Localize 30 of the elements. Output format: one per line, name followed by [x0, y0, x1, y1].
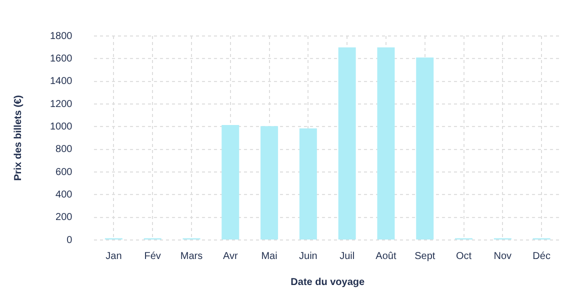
x-tick-label: Déc: [532, 250, 550, 262]
x-tick-label: Mars: [180, 250, 203, 262]
y-tick-label: 200: [56, 212, 73, 224]
y-tick-label: 1800: [50, 30, 73, 42]
y-tick-label: 400: [56, 189, 73, 200]
x-tick-label: Sept: [414, 250, 436, 262]
x-tick-label: Nov: [494, 250, 512, 262]
y-tick-label: 1200: [50, 98, 73, 110]
bar: [377, 47, 395, 240]
x-tick-label: Juin: [298, 250, 318, 262]
y-tick-label: 0: [66, 234, 73, 246]
y-tick-label: 600: [56, 166, 73, 178]
bar: [222, 124, 240, 240]
y-tick-label: 1400: [50, 76, 73, 88]
x-axis-title: Date du voyage: [290, 276, 366, 288]
x-tick-label: Mai: [261, 250, 278, 262]
bar: [260, 126, 278, 240]
bar: [299, 128, 317, 240]
x-tick-label: Jan: [106, 250, 122, 262]
x-tick-label: Fév: [144, 250, 161, 262]
x-tick-label: Avr: [222, 250, 238, 262]
y-tick-label: 1000: [50, 121, 73, 132]
bar: [416, 58, 434, 240]
x-tick-label: Oct: [456, 250, 472, 262]
bar: [338, 47, 356, 240]
y-axis-title: Prix des billets (€): [12, 95, 24, 181]
y-tick-label: 800: [56, 144, 73, 156]
x-tick-label: Août: [376, 250, 396, 262]
y-tick-label: 1600: [50, 53, 73, 64]
x-tick-label: Juil: [340, 250, 355, 262]
